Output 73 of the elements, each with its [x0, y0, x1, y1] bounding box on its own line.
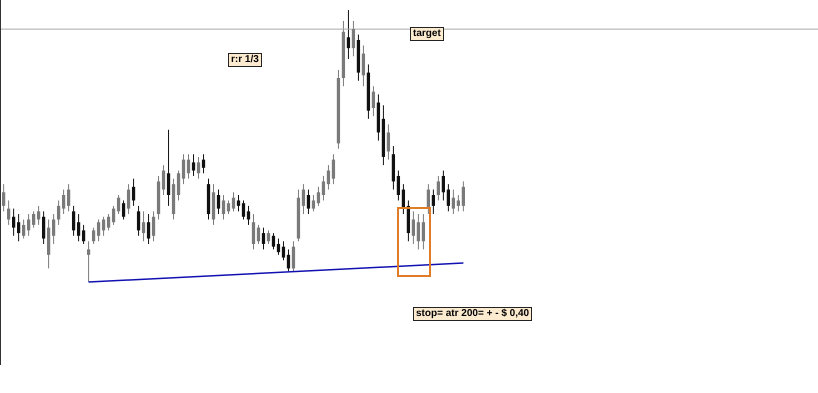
candlestick — [462, 180, 465, 212]
candlestick — [326, 164, 330, 190]
candlestick — [86, 240, 90, 283]
candlestick — [72, 205, 76, 236]
candlestick — [332, 154, 336, 185]
candlestick — [116, 194, 120, 215]
candlestick — [42, 210, 46, 244]
candlestick — [262, 227, 266, 250]
candlestick — [32, 210, 36, 228]
candlestick — [362, 44, 366, 87]
candlestick — [292, 240, 296, 272]
candlestick — [396, 170, 400, 201]
candlestick — [442, 170, 446, 201]
candlestick — [322, 175, 326, 201]
candlestick — [312, 194, 316, 212]
candlestick — [96, 218, 100, 242]
candlestick — [286, 248, 290, 272]
candlestick — [66, 184, 70, 212]
candlestick — [256, 224, 260, 244]
candlestick — [126, 184, 130, 215]
candlestick — [432, 189, 436, 215]
candlestick — [446, 184, 450, 212]
candlestick — [252, 214, 256, 250]
candlestick — [56, 200, 60, 226]
candlestick — [386, 124, 390, 160]
candlestick — [236, 194, 240, 212]
candlestick — [306, 189, 310, 215]
candlestick — [76, 214, 80, 242]
candlestick — [136, 205, 140, 236]
candlestick — [112, 205, 116, 226]
candlestick — [372, 86, 376, 117]
candlestick — [282, 240, 286, 261]
candlestick — [246, 205, 250, 226]
text: stop= atr 200= + - $ 0,40 — [413, 307, 532, 321]
candlestick — [142, 210, 146, 242]
candlestick — [102, 216, 106, 236]
candlestick — [266, 230, 270, 244]
candlestick — [192, 154, 196, 176]
candlestick — [302, 184, 306, 215]
candlestick — [176, 170, 180, 201]
candlestick — [52, 214, 56, 244]
candlestick — [232, 192, 236, 212]
candlestick — [62, 189, 66, 215]
candlestick — [226, 200, 230, 215]
candlestick — [202, 154, 206, 174]
candlestick — [152, 210, 156, 242]
candlestick — [456, 194, 460, 212]
candlestick — [6, 200, 10, 226]
candlestick — [222, 194, 226, 220]
candlestick — [276, 238, 280, 256]
candlestick — [452, 189, 456, 215]
ref-line-label: target — [410, 27, 444, 42]
candlestick — [352, 20, 356, 57]
annotation: r:r 1/3 — [228, 53, 262, 67]
candlestick — [162, 164, 166, 196]
candlestick — [416, 214, 420, 250]
candlestick — [186, 154, 190, 180]
candlestick — [122, 200, 126, 220]
candlestick — [146, 214, 150, 244]
candlestick — [16, 214, 20, 242]
candlestick — [242, 200, 246, 220]
candlestick — [182, 154, 186, 185]
candlestick — [196, 156, 200, 180]
candlestick — [22, 218, 26, 240]
candlestick — [436, 175, 440, 201]
candlestick — [166, 129, 170, 206]
candlestick — [132, 178, 136, 206]
candlestick — [36, 205, 40, 226]
candlestick — [26, 214, 30, 236]
candlestick — [422, 214, 426, 250]
candlestick — [216, 189, 220, 215]
candlestick — [2, 184, 6, 212]
candlestick — [412, 210, 416, 244]
